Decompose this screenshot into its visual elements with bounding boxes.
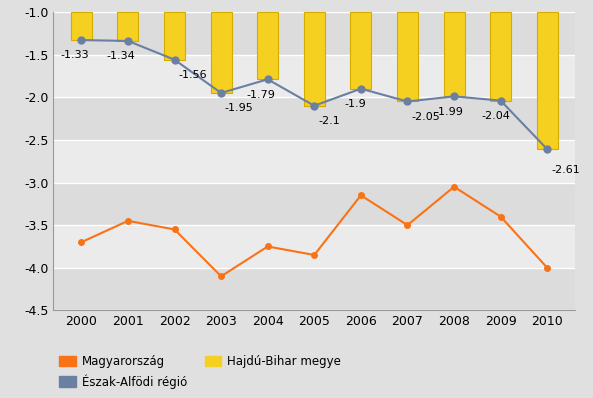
Bar xyxy=(164,12,185,60)
Bar xyxy=(304,12,325,106)
Bar xyxy=(71,12,92,40)
Bar xyxy=(53,140,575,183)
Text: -1.34: -1.34 xyxy=(107,51,136,61)
Bar xyxy=(490,12,511,101)
Text: -1.9: -1.9 xyxy=(345,99,366,109)
Bar xyxy=(53,55,575,97)
Bar xyxy=(257,12,278,79)
Text: -1.99: -1.99 xyxy=(435,107,463,117)
Text: -1.79: -1.79 xyxy=(247,90,276,100)
Text: -2.1: -2.1 xyxy=(318,116,340,126)
Bar xyxy=(537,12,558,149)
Bar xyxy=(444,12,464,96)
Bar xyxy=(53,97,575,140)
Bar xyxy=(53,12,575,55)
Text: -2.05: -2.05 xyxy=(411,112,440,122)
Bar xyxy=(53,268,575,310)
Text: -2.61: -2.61 xyxy=(551,165,580,175)
Bar xyxy=(397,12,418,101)
Bar xyxy=(350,12,371,89)
Text: -1.95: -1.95 xyxy=(225,103,254,113)
Bar xyxy=(53,225,575,268)
Text: -1.33: -1.33 xyxy=(60,50,89,60)
Text: -2.04: -2.04 xyxy=(481,111,510,121)
Bar xyxy=(117,12,138,41)
Text: -1.56: -1.56 xyxy=(178,70,207,80)
Legend: Magyarország, Észak-Alfödi régió, Hajdú-Bihar megye: Magyarország, Észak-Alfödi régió, Hajdú-… xyxy=(59,355,341,388)
Bar xyxy=(53,183,575,225)
Bar xyxy=(211,12,232,93)
